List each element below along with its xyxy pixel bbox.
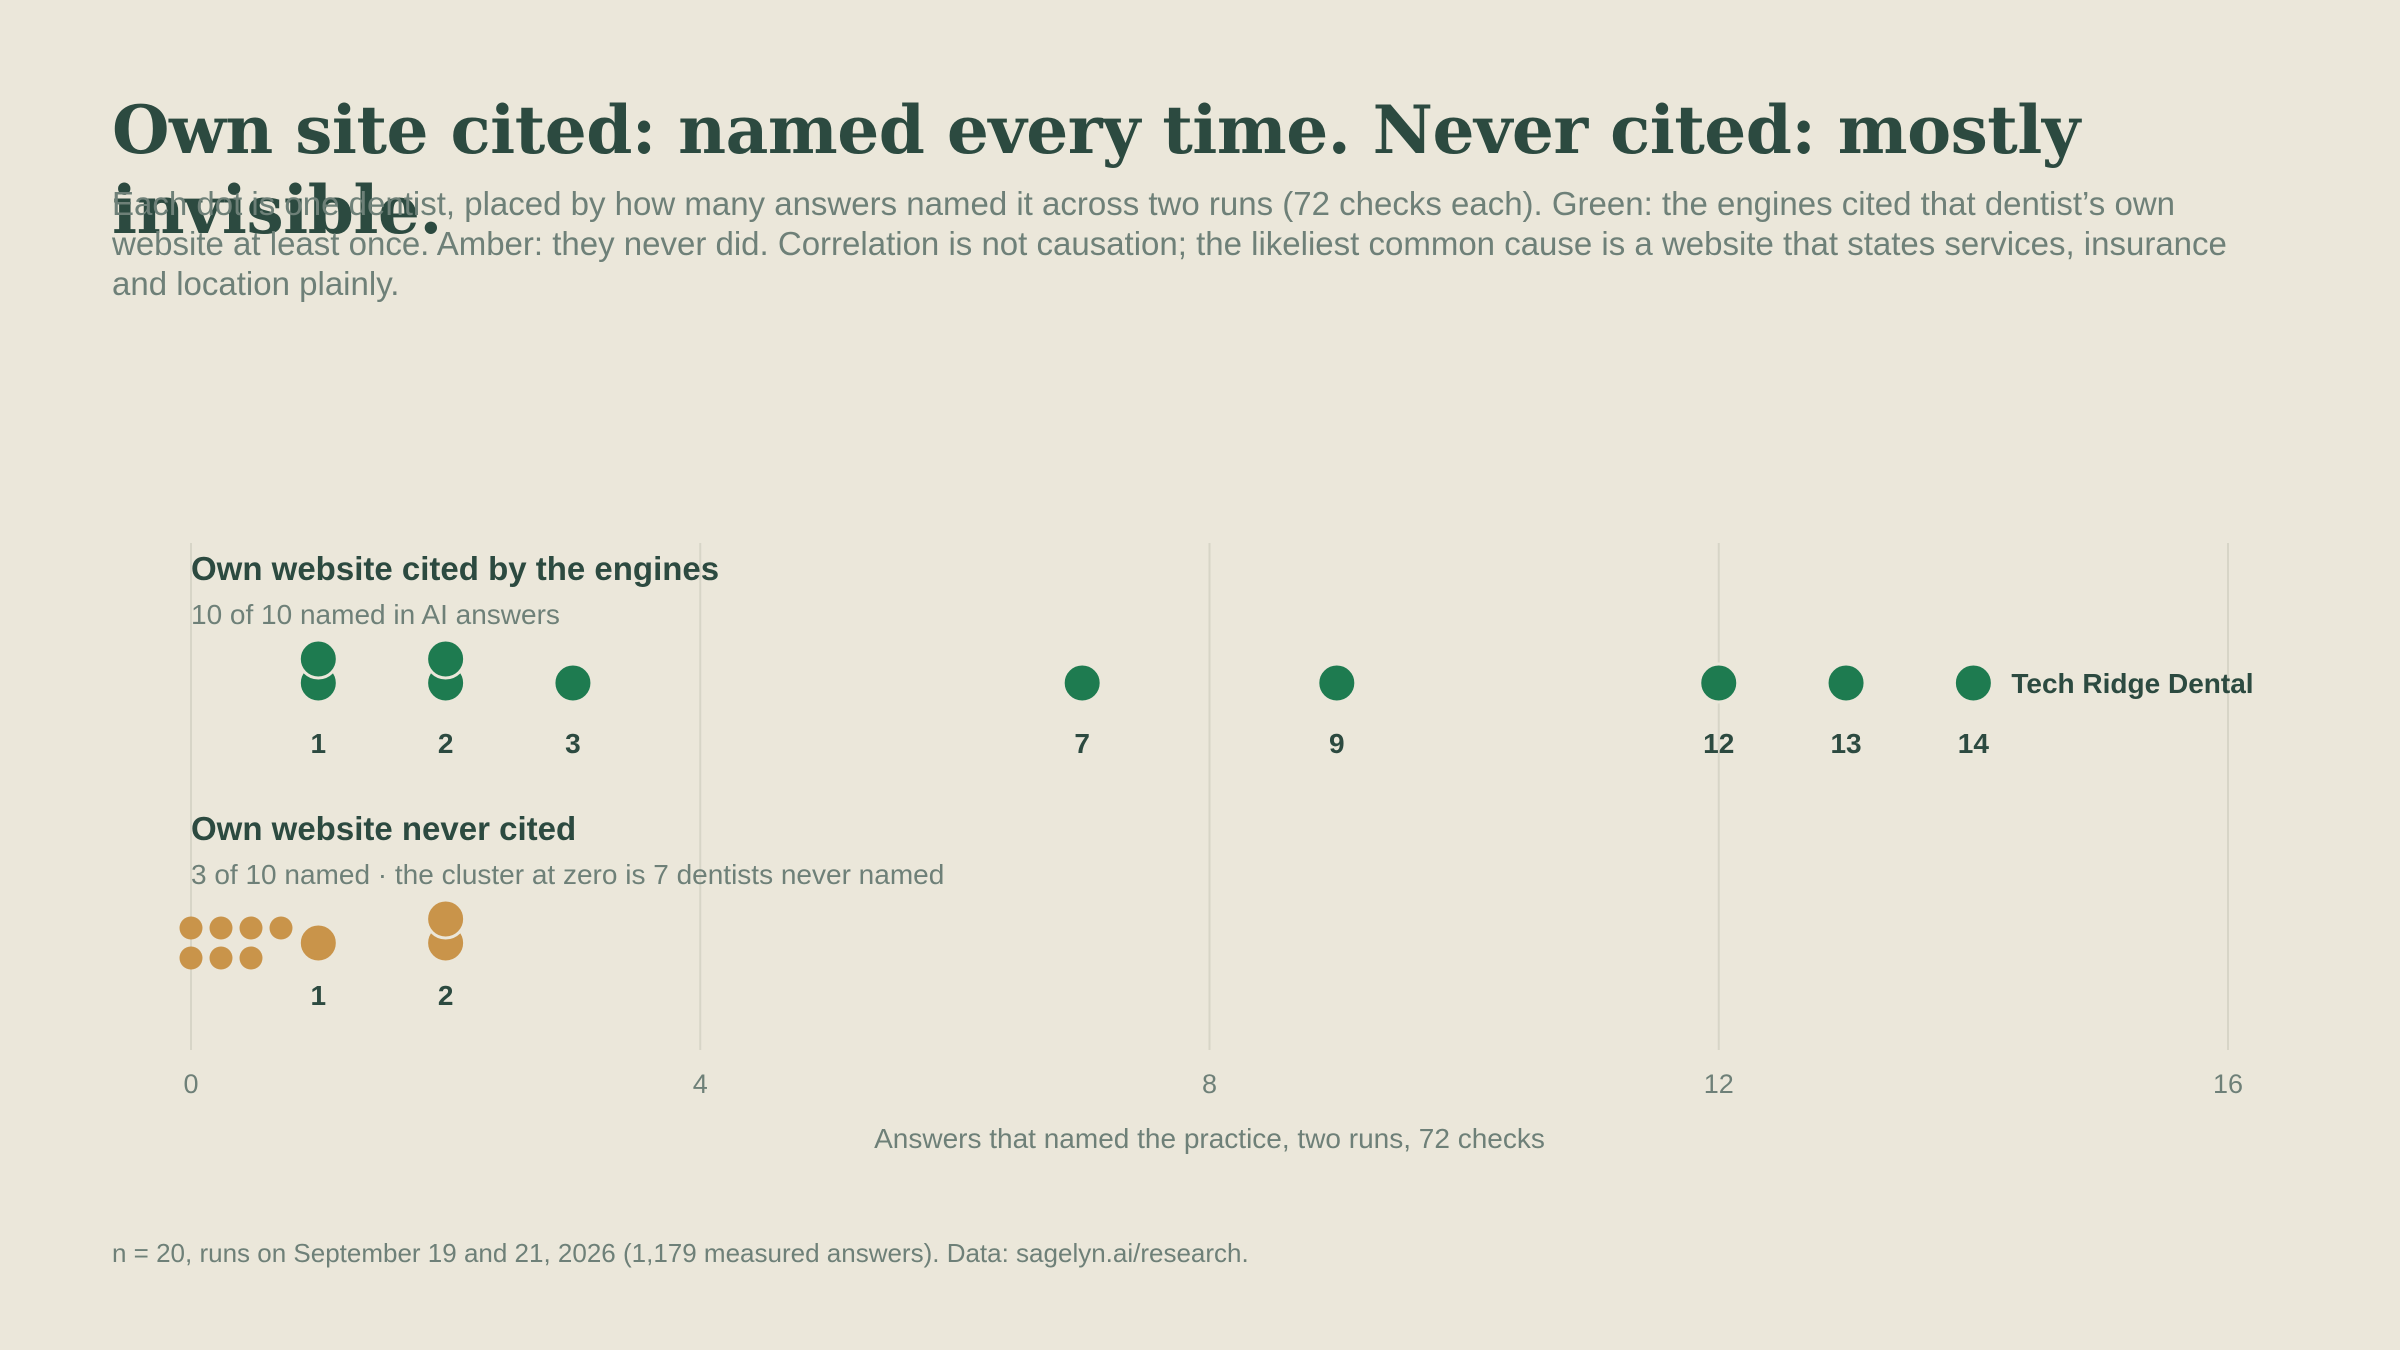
panel-subtitle: 10 of 10 named in AI answers <box>191 599 560 630</box>
dot-value-label: 2 <box>438 980 454 1011</box>
dentist-dot <box>1316 662 1358 704</box>
chart-subtitle: Each dot is one dentist, placed by how m… <box>112 185 2227 302</box>
zero-cluster-dot <box>239 946 263 970</box>
dot-value-label: 1 <box>311 980 327 1011</box>
dentist-dot <box>1952 662 1994 704</box>
panel-title: Own website never cited <box>191 810 576 847</box>
x-tick-label: 0 <box>183 1069 198 1099</box>
dentist-dot <box>552 662 594 704</box>
zero-cluster-dot <box>179 916 203 940</box>
x-axis-title: Answers that named the practice, two run… <box>874 1123 1545 1154</box>
x-tick-label: 16 <box>2213 1069 2243 1099</box>
panels: Own website cited by the engines 10 of 10… <box>179 550 2254 1011</box>
chart-title: Own site cited: named every time. Never … <box>112 91 2080 249</box>
chart-footer: n = 20, runs on September 19 and 21, 202… <box>112 1238 1249 1268</box>
dentist-dot <box>425 898 467 940</box>
x-tick-label: 12 <box>1704 1069 1734 1099</box>
dot-value-label: 1 <box>311 728 327 759</box>
dentist-dot <box>1061 662 1103 704</box>
dentist-dot <box>1825 662 1867 704</box>
dentist-dot <box>1698 662 1740 704</box>
dentist-dot <box>297 638 339 680</box>
x-tick-label: 8 <box>1202 1069 1217 1099</box>
panel-cited: Own website cited by the engines 10 of 10… <box>191 550 2254 759</box>
dot-value-label: 2 <box>438 728 454 759</box>
zero-cluster-dot <box>269 916 293 940</box>
panel-subtitle: 3 of 10 named · the cluster at zero is 7… <box>191 859 944 890</box>
dot-annotation: Tech Ridge Dental <box>2011 668 2253 699</box>
panel-title: Own website cited by the engines <box>191 550 719 587</box>
dentist-dot <box>297 922 339 964</box>
gridlines <box>190 543 2229 1050</box>
dot-value-label: 12 <box>1703 728 1734 759</box>
x-axis-ticks: 0 4 8 12 16 <box>183 1069 2243 1099</box>
zero-cluster-dot <box>239 916 263 940</box>
panel-never-cited: Own website never cited 3 of 10 named · t… <box>179 810 944 1011</box>
dot-value-label: 9 <box>1329 728 1345 759</box>
zero-cluster-dot <box>209 916 233 940</box>
dot-value-label: 13 <box>1830 728 1861 759</box>
dot-value-label: 7 <box>1074 728 1090 759</box>
dentist-dot <box>425 638 467 680</box>
dot-value-label: 14 <box>1958 728 1990 759</box>
zero-cluster-dot <box>179 946 203 970</box>
zero-cluster-dot <box>209 946 233 970</box>
dot-value-label: 3 <box>565 728 581 759</box>
x-tick-label: 4 <box>693 1069 708 1099</box>
